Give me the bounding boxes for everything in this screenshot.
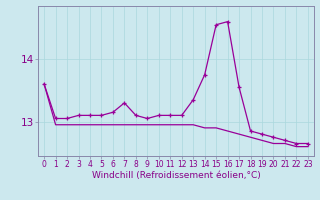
X-axis label: Windchill (Refroidissement éolien,°C): Windchill (Refroidissement éolien,°C): [92, 171, 260, 180]
